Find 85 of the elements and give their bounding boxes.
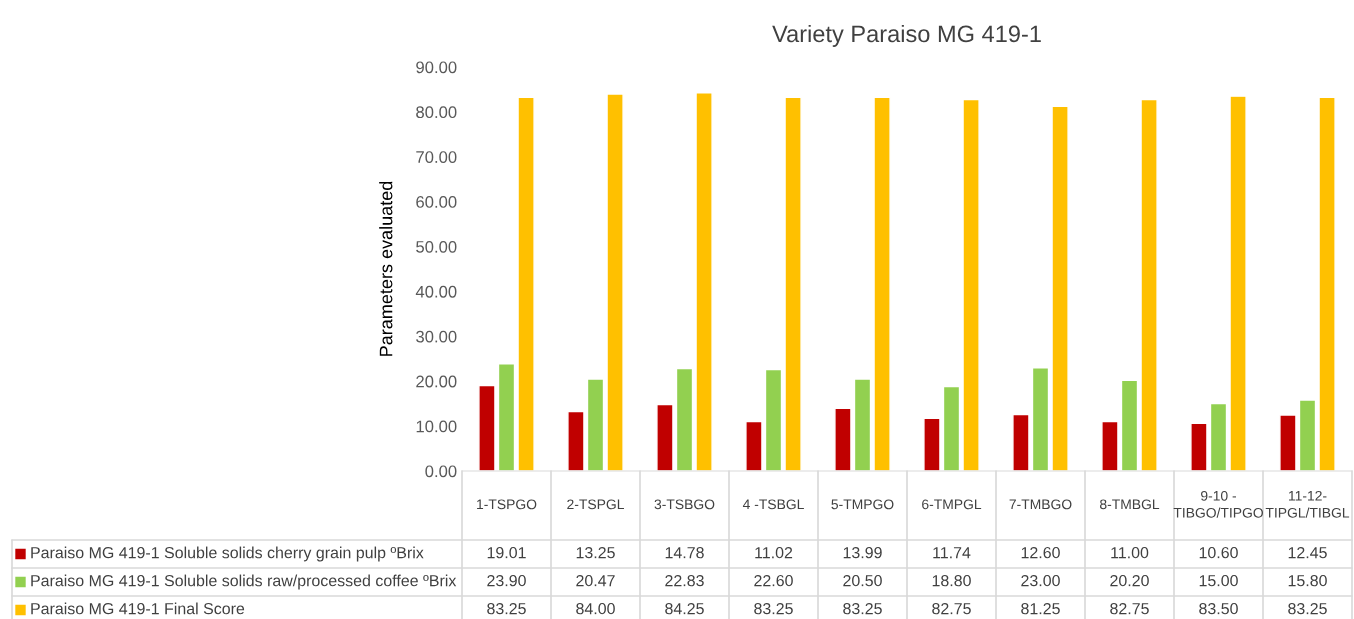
data-label: 20.20 xyxy=(1110,574,1149,587)
data-label: 13.99 xyxy=(843,546,882,559)
y-axis-title: Parameters evaluated xyxy=(379,181,393,356)
bar xyxy=(1190,422,1208,471)
data-label: 15.80 xyxy=(1288,574,1327,587)
bar xyxy=(1120,379,1139,471)
x-tick-label: 6-TMPGL xyxy=(922,499,982,510)
data-label: 81.25 xyxy=(1021,602,1060,615)
y-tick-label: 70.00 xyxy=(416,151,457,163)
bar xyxy=(923,417,941,471)
x-tick-label: 9-10 - TIBGO/TIPGO xyxy=(1173,490,1263,518)
data-label: 15.00 xyxy=(1199,574,1238,587)
data-label: 11.74 xyxy=(933,547,971,559)
x-tick-label: 11-12-TIPGL/TIBGL xyxy=(1265,490,1350,518)
bar xyxy=(1209,402,1228,471)
bar xyxy=(656,403,674,471)
bar xyxy=(834,407,852,471)
bar xyxy=(873,96,891,471)
bar xyxy=(1298,399,1317,471)
x-tick-label: 1-TSPGO xyxy=(477,499,537,510)
x-tick-label: 5-TMPGO xyxy=(831,499,894,510)
bar xyxy=(745,420,763,471)
bar xyxy=(962,98,980,471)
y-tick-label: 10.00 xyxy=(416,420,457,433)
x-tick-label: 8-TMBGL xyxy=(1100,499,1160,510)
data-label: 23.00 xyxy=(1021,574,1060,587)
bar xyxy=(1318,96,1336,471)
bar xyxy=(1051,105,1069,471)
data-label: 82.75 xyxy=(932,602,971,615)
data-label: 12.60 xyxy=(1021,546,1060,559)
y-tick-label: 0.00 xyxy=(425,465,457,478)
bar xyxy=(517,96,535,471)
bar xyxy=(764,368,783,471)
data-label: 83.25 xyxy=(754,602,793,615)
bar xyxy=(1279,414,1297,471)
bar xyxy=(1031,367,1050,471)
data-label: 82.75 xyxy=(1110,602,1149,615)
bar xyxy=(1101,420,1119,471)
bar xyxy=(606,93,624,471)
x-tick-label: 7-TMBGO xyxy=(1009,499,1072,510)
y-tick-label: 60.00 xyxy=(416,196,457,208)
bar xyxy=(1012,413,1030,471)
bar xyxy=(784,96,802,471)
data-label: 14.78 xyxy=(665,546,704,559)
y-tick-label: 40.00 xyxy=(415,285,457,298)
bar xyxy=(1229,95,1247,471)
bar xyxy=(675,367,694,471)
bar xyxy=(478,384,496,471)
y-tick-label: 50.00 xyxy=(416,240,457,253)
data-label: 22.60 xyxy=(754,574,793,587)
x-tick-label: 3-TSBGO xyxy=(654,499,715,510)
data-label: 19.01 xyxy=(487,546,526,559)
data-label: 13.25 xyxy=(576,546,615,559)
data-label: 11.02 xyxy=(755,546,793,559)
legend-label: Paraiso MG 419-1 Final Score xyxy=(31,602,245,615)
data-label: 84.25 xyxy=(665,602,704,615)
bar xyxy=(942,385,961,471)
data-label: 12.45 xyxy=(1288,546,1327,559)
data-label: 10.60 xyxy=(1199,546,1238,559)
y-tick-label: 90.00 xyxy=(416,61,457,74)
data-label: 22.83 xyxy=(665,574,704,587)
y-tick-label: 80.00 xyxy=(416,106,457,119)
data-label: 83.50 xyxy=(1199,602,1238,615)
bar xyxy=(567,410,585,471)
bar xyxy=(853,378,872,471)
data-label: 20.47 xyxy=(576,574,615,587)
bar xyxy=(1140,98,1158,471)
x-tick-label: 4 -TSBGL xyxy=(742,499,804,510)
bar xyxy=(497,363,516,471)
data-label: 84.00 xyxy=(576,602,615,615)
data-label: 23.90 xyxy=(487,574,526,587)
y-tick-label: 30.00 xyxy=(416,330,457,343)
data-label: 11.00 xyxy=(1111,546,1149,559)
x-tick-label: 2-TSPGL xyxy=(567,499,624,510)
y-tick-label: 20.00 xyxy=(416,375,457,388)
data-label: 18.80 xyxy=(932,574,971,587)
bar xyxy=(586,378,605,471)
data-label: 83.25 xyxy=(487,602,526,615)
bar xyxy=(695,92,713,471)
legend-label: Paraiso MG 419-1 Soluble solids raw/processed coffee ºBrix xyxy=(31,574,457,590)
legend-label: Paraiso MG 419-1 Soluble solids cherry grain pulp ºBrix xyxy=(31,546,424,562)
chart-title: Variety Paraiso MG 419-1 xyxy=(772,24,1041,47)
data-label: 20.50 xyxy=(843,574,882,587)
data-label: 83.25 xyxy=(843,602,882,615)
data-label: 83.25 xyxy=(1288,602,1327,615)
